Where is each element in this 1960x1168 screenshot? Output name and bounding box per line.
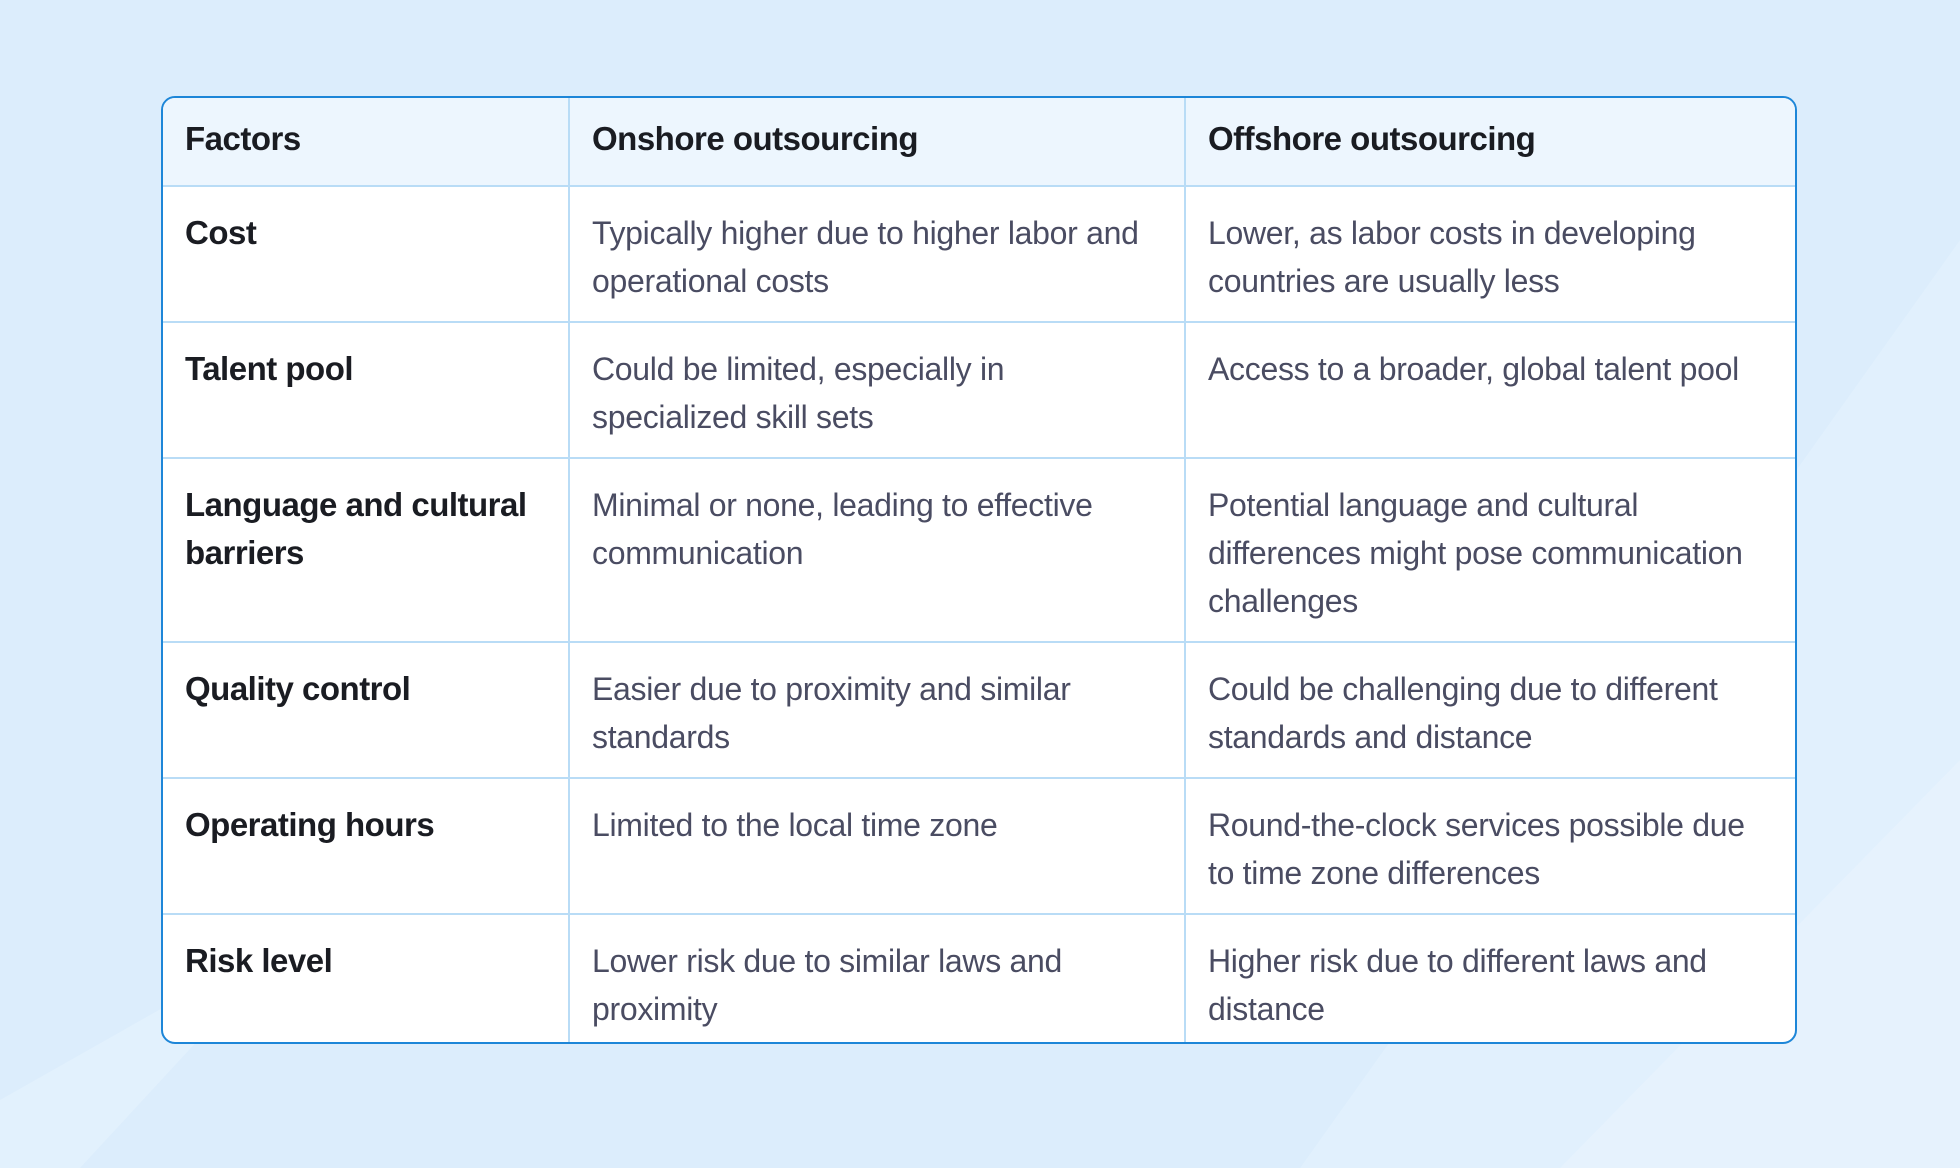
table-row: Language and cultural barriers Minimal o… [163,458,1795,643]
onshore-cell: Limited to the local time zone [569,778,1186,915]
factor-cell: Operating hours [163,778,570,915]
offshore-cell: Potential language and cultural differen… [1185,458,1795,643]
factor-cell: Language and cultural barriers [163,458,570,643]
comparison-table: Factors Onshore outsourcing Offshore out… [163,98,1795,1042]
table-row: Operating hours Limited to the local tim… [163,778,1795,915]
offshore-cell: Round-the-clock services possible due to… [1185,778,1795,915]
table-row: Talent pool Could be limited, especially… [163,322,1795,459]
onshore-cell: Minimal or none, leading to effective co… [569,458,1186,643]
factor-cell: Cost [163,186,570,323]
offshore-cell: Access to a broader, global talent pool [1185,322,1795,459]
factor-cell: Risk level [163,914,570,1042]
offshore-cell: Higher risk due to different laws and di… [1208,943,1707,1027]
onshore-cell: Could be limited, especially in speciali… [569,322,1186,459]
header-offshore: Offshore outsourcing [1185,98,1795,187]
factor-cell: Quality control [163,642,570,779]
header-factors: Factors [163,98,570,187]
offshore-cell: Could be challenging due to different st… [1185,642,1795,779]
onshore-cell: Lower risk due to similar laws and proxi… [569,914,1186,1042]
table-row: Quality control Easier due to proximity … [163,642,1795,779]
onshore-cell: Typically higher due to higher labor and… [569,186,1186,323]
factor-cell: Talent pool [163,322,570,459]
offshore-cell: Lower, as labor costs in developing coun… [1185,186,1795,323]
comparison-table-card: Factors Onshore outsourcing Offshore out… [161,96,1797,1044]
header-onshore: Onshore outsourcing [569,98,1186,187]
onshore-cell: Easier due to proximity and similar stan… [569,642,1186,779]
table-row: Cost Typically higher due to higher labo… [163,186,1795,323]
table-row: Risk level Lower risk due to similar law… [163,914,1795,1042]
table-header-row: Factors Onshore outsourcing Offshore out… [163,98,1795,187]
